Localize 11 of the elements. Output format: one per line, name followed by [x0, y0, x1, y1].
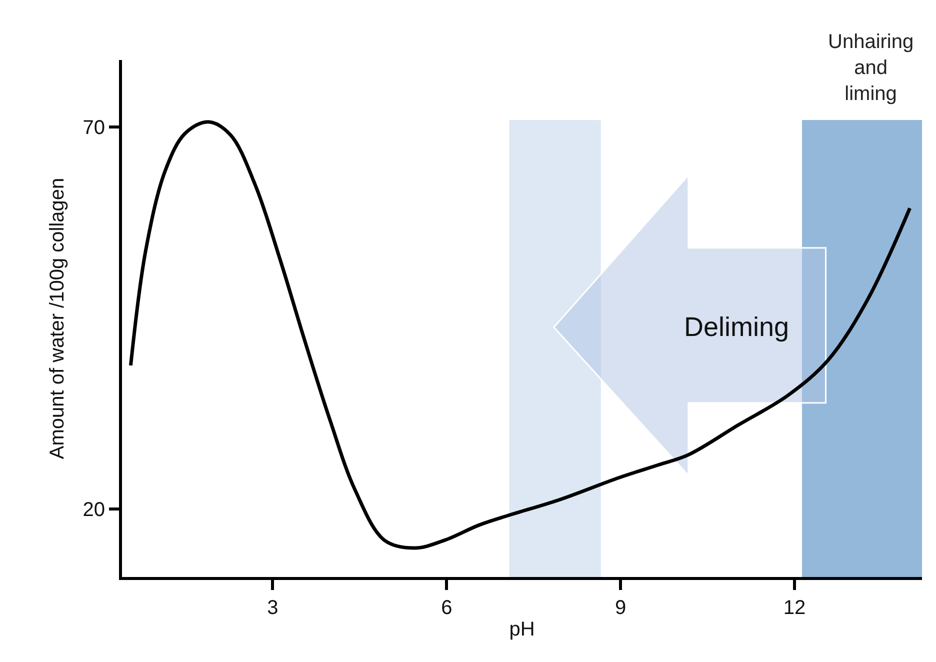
y-tick-label: 20 [82, 499, 105, 522]
x-tick-label: 12 [783, 597, 806, 619]
line-series [128, 120, 912, 550]
y-axis-title: Amount of water /100g collagen [46, 178, 68, 460]
annotation: Deliming [684, 312, 790, 342]
x-tick-label: 9 [614, 597, 626, 619]
band-label: Unhairing and liming [828, 31, 914, 105]
y-tick-label: 70 [82, 117, 105, 140]
x-axis-title: pH [509, 618, 535, 640]
x-tick-label: 6 [441, 597, 452, 619]
x-tick-label: 3 [267, 597, 278, 619]
